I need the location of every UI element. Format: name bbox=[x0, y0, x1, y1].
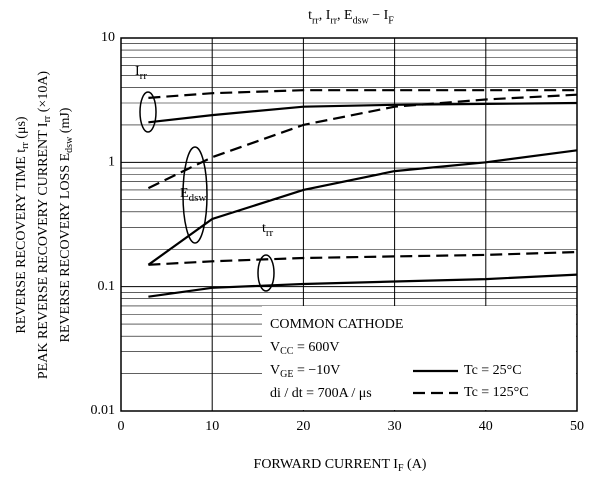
text-part: − I bbox=[369, 8, 389, 23]
x-axis-label: FORWARD CURRENT IF​ (A) bbox=[254, 457, 427, 474]
text-part: FORWARD CURRENT I bbox=[254, 457, 399, 472]
x-tick-label: 20 bbox=[296, 419, 310, 434]
x-tick-label: 30 bbox=[388, 419, 402, 434]
curve-label: trr bbox=[262, 221, 274, 238]
annotation: VGE​ = −10V bbox=[270, 363, 340, 380]
text-part: , I bbox=[319, 8, 331, 23]
subscript: dsw bbox=[353, 16, 370, 27]
text-part: I bbox=[135, 64, 140, 79]
y-tick-label: 10 bbox=[101, 30, 115, 45]
subscript: rr bbox=[266, 227, 274, 239]
subscript: dsw bbox=[189, 192, 207, 204]
x-tick-label: 40 bbox=[479, 419, 493, 434]
chart-title: trr​, Irr​, Edsw​ − IF​ bbox=[308, 8, 394, 26]
subscript: CC bbox=[280, 346, 294, 357]
annotation: di / dt = 700A / μs bbox=[270, 386, 372, 401]
subscript: F bbox=[388, 16, 394, 27]
subscript: GE bbox=[280, 369, 293, 380]
subscript: rr bbox=[140, 70, 148, 82]
text-part: (mJ) bbox=[58, 107, 73, 137]
subscript: dsw bbox=[64, 136, 75, 153]
subscript: rr bbox=[42, 115, 53, 122]
group-ellipse bbox=[182, 146, 208, 244]
text-part: di / dt = 700A / μs bbox=[270, 386, 372, 401]
x-tick-label: 10 bbox=[205, 419, 219, 434]
plot-frame bbox=[120, 37, 578, 412]
annotation: VCC​ = 600V bbox=[270, 340, 339, 357]
text-part: = 600V bbox=[293, 340, 339, 355]
line-series bbox=[148, 101, 578, 124]
x-tick-label: 50 bbox=[570, 419, 584, 434]
line-series bbox=[147, 149, 578, 266]
group-ellipse bbox=[139, 91, 157, 133]
curve-label: Irr bbox=[135, 64, 147, 81]
text-part: REVERSE RECOVERY LOSS E bbox=[58, 153, 73, 343]
text-part: REVERSE RECOVERY TIME t bbox=[14, 149, 29, 334]
text-part: (A) bbox=[404, 457, 427, 472]
subscript: rr bbox=[20, 142, 31, 149]
legend-label: Tc = 25°C bbox=[464, 363, 522, 378]
subscript: rr bbox=[312, 16, 319, 27]
text-part: (×10A) bbox=[36, 71, 51, 116]
text-part: COMMON CATHODE bbox=[270, 317, 403, 332]
text-part: PEAK REVERSE RECOVERY CURRENT I bbox=[36, 122, 51, 379]
x-tick-label: 0 bbox=[118, 419, 125, 434]
text-part: V bbox=[270, 340, 280, 355]
text-part: (μs) bbox=[14, 116, 29, 142]
y-tick-label: 1 bbox=[108, 155, 115, 170]
line-series bbox=[148, 250, 578, 266]
legend-label: Tc = 125°C bbox=[464, 385, 529, 400]
subscript: rr bbox=[330, 16, 337, 27]
text-part: = −10V bbox=[293, 363, 340, 378]
y-axis-label: REVERSE RECOVERY TIME trr​ (μs) bbox=[14, 116, 31, 334]
text-part: E bbox=[180, 186, 189, 201]
line-series bbox=[148, 89, 577, 99]
y-axis-label: PEAK REVERSE RECOVERY CURRENT Irr​ (×10A… bbox=[36, 71, 53, 380]
text-part: V bbox=[270, 363, 280, 378]
group-ellipse bbox=[257, 254, 275, 292]
text-part: t bbox=[308, 8, 312, 23]
subscript: F bbox=[398, 463, 404, 474]
text-part: t bbox=[262, 221, 266, 236]
curves bbox=[147, 89, 578, 298]
y-axis-label: REVERSE RECOVERY LOSS Edsw​ (mJ) bbox=[58, 107, 75, 342]
y-tick-label: 0.01 bbox=[91, 403, 116, 418]
line-series bbox=[148, 273, 578, 298]
y-tick-label: 0.1 bbox=[98, 279, 116, 294]
curve-label: Edsw bbox=[180, 186, 206, 203]
text-part: , E bbox=[337, 8, 353, 23]
annotation: COMMON CATHODE bbox=[270, 317, 403, 332]
line-series bbox=[147, 93, 578, 190]
